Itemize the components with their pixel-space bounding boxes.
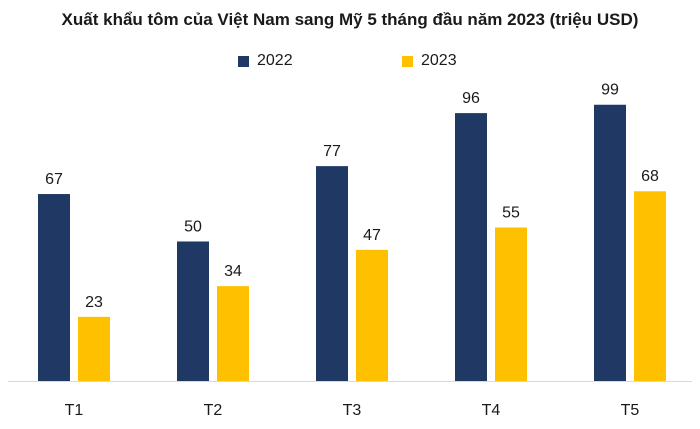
bar-2023-T5 [634, 191, 666, 381]
x-tick-label-T4: T4 [482, 402, 501, 419]
data-label-2022-T1: 67 [45, 171, 63, 188]
legend: 2022 2023 [0, 52, 700, 74]
data-label-2022-T3: 77 [323, 143, 341, 160]
data-label-2023-T4: 55 [502, 205, 520, 222]
legend-swatch-2023 [402, 55, 413, 67]
data-label-2022-T4: 96 [462, 90, 480, 107]
legend-label-2023: 2023 [421, 52, 457, 69]
bar-2022-T1 [38, 194, 70, 381]
data-label-2022-T2: 50 [184, 218, 202, 235]
x-tick-label-T2: T2 [204, 402, 223, 419]
bar-2023-T1 [78, 316, 110, 381]
bar-2023-T2 [217, 286, 249, 381]
bar-2022-T5 [594, 104, 626, 381]
legend-label-2022: 2022 [257, 52, 293, 69]
chart-title: Xuất khẩu tôm của Việt Nam sang Mỹ 5 thá… [61, 10, 639, 29]
data-label-2023-T1: 23 [85, 294, 103, 311]
x-tick-label-T1: T1 [65, 402, 84, 419]
x-tick-label-T5: T5 [621, 402, 640, 419]
legend-item-2022: 2022 [238, 52, 293, 70]
data-label-2023-T5: 68 [641, 168, 659, 185]
bar-2023-T4 [495, 227, 527, 381]
bar-2023-T3 [356, 249, 388, 381]
x-tick-label-T3: T3 [343, 402, 362, 419]
bar-2022-T2 [177, 241, 209, 381]
data-label-2023-T3: 47 [363, 227, 381, 244]
bar-2022-T4 [455, 113, 487, 381]
data-label-2023-T2: 34 [224, 263, 242, 280]
legend-item-2023: 2023 [402, 52, 457, 70]
data-label-2022-T5: 99 [601, 82, 619, 99]
bar-2022-T3 [316, 166, 348, 381]
legend-swatch-2022 [238, 55, 249, 67]
